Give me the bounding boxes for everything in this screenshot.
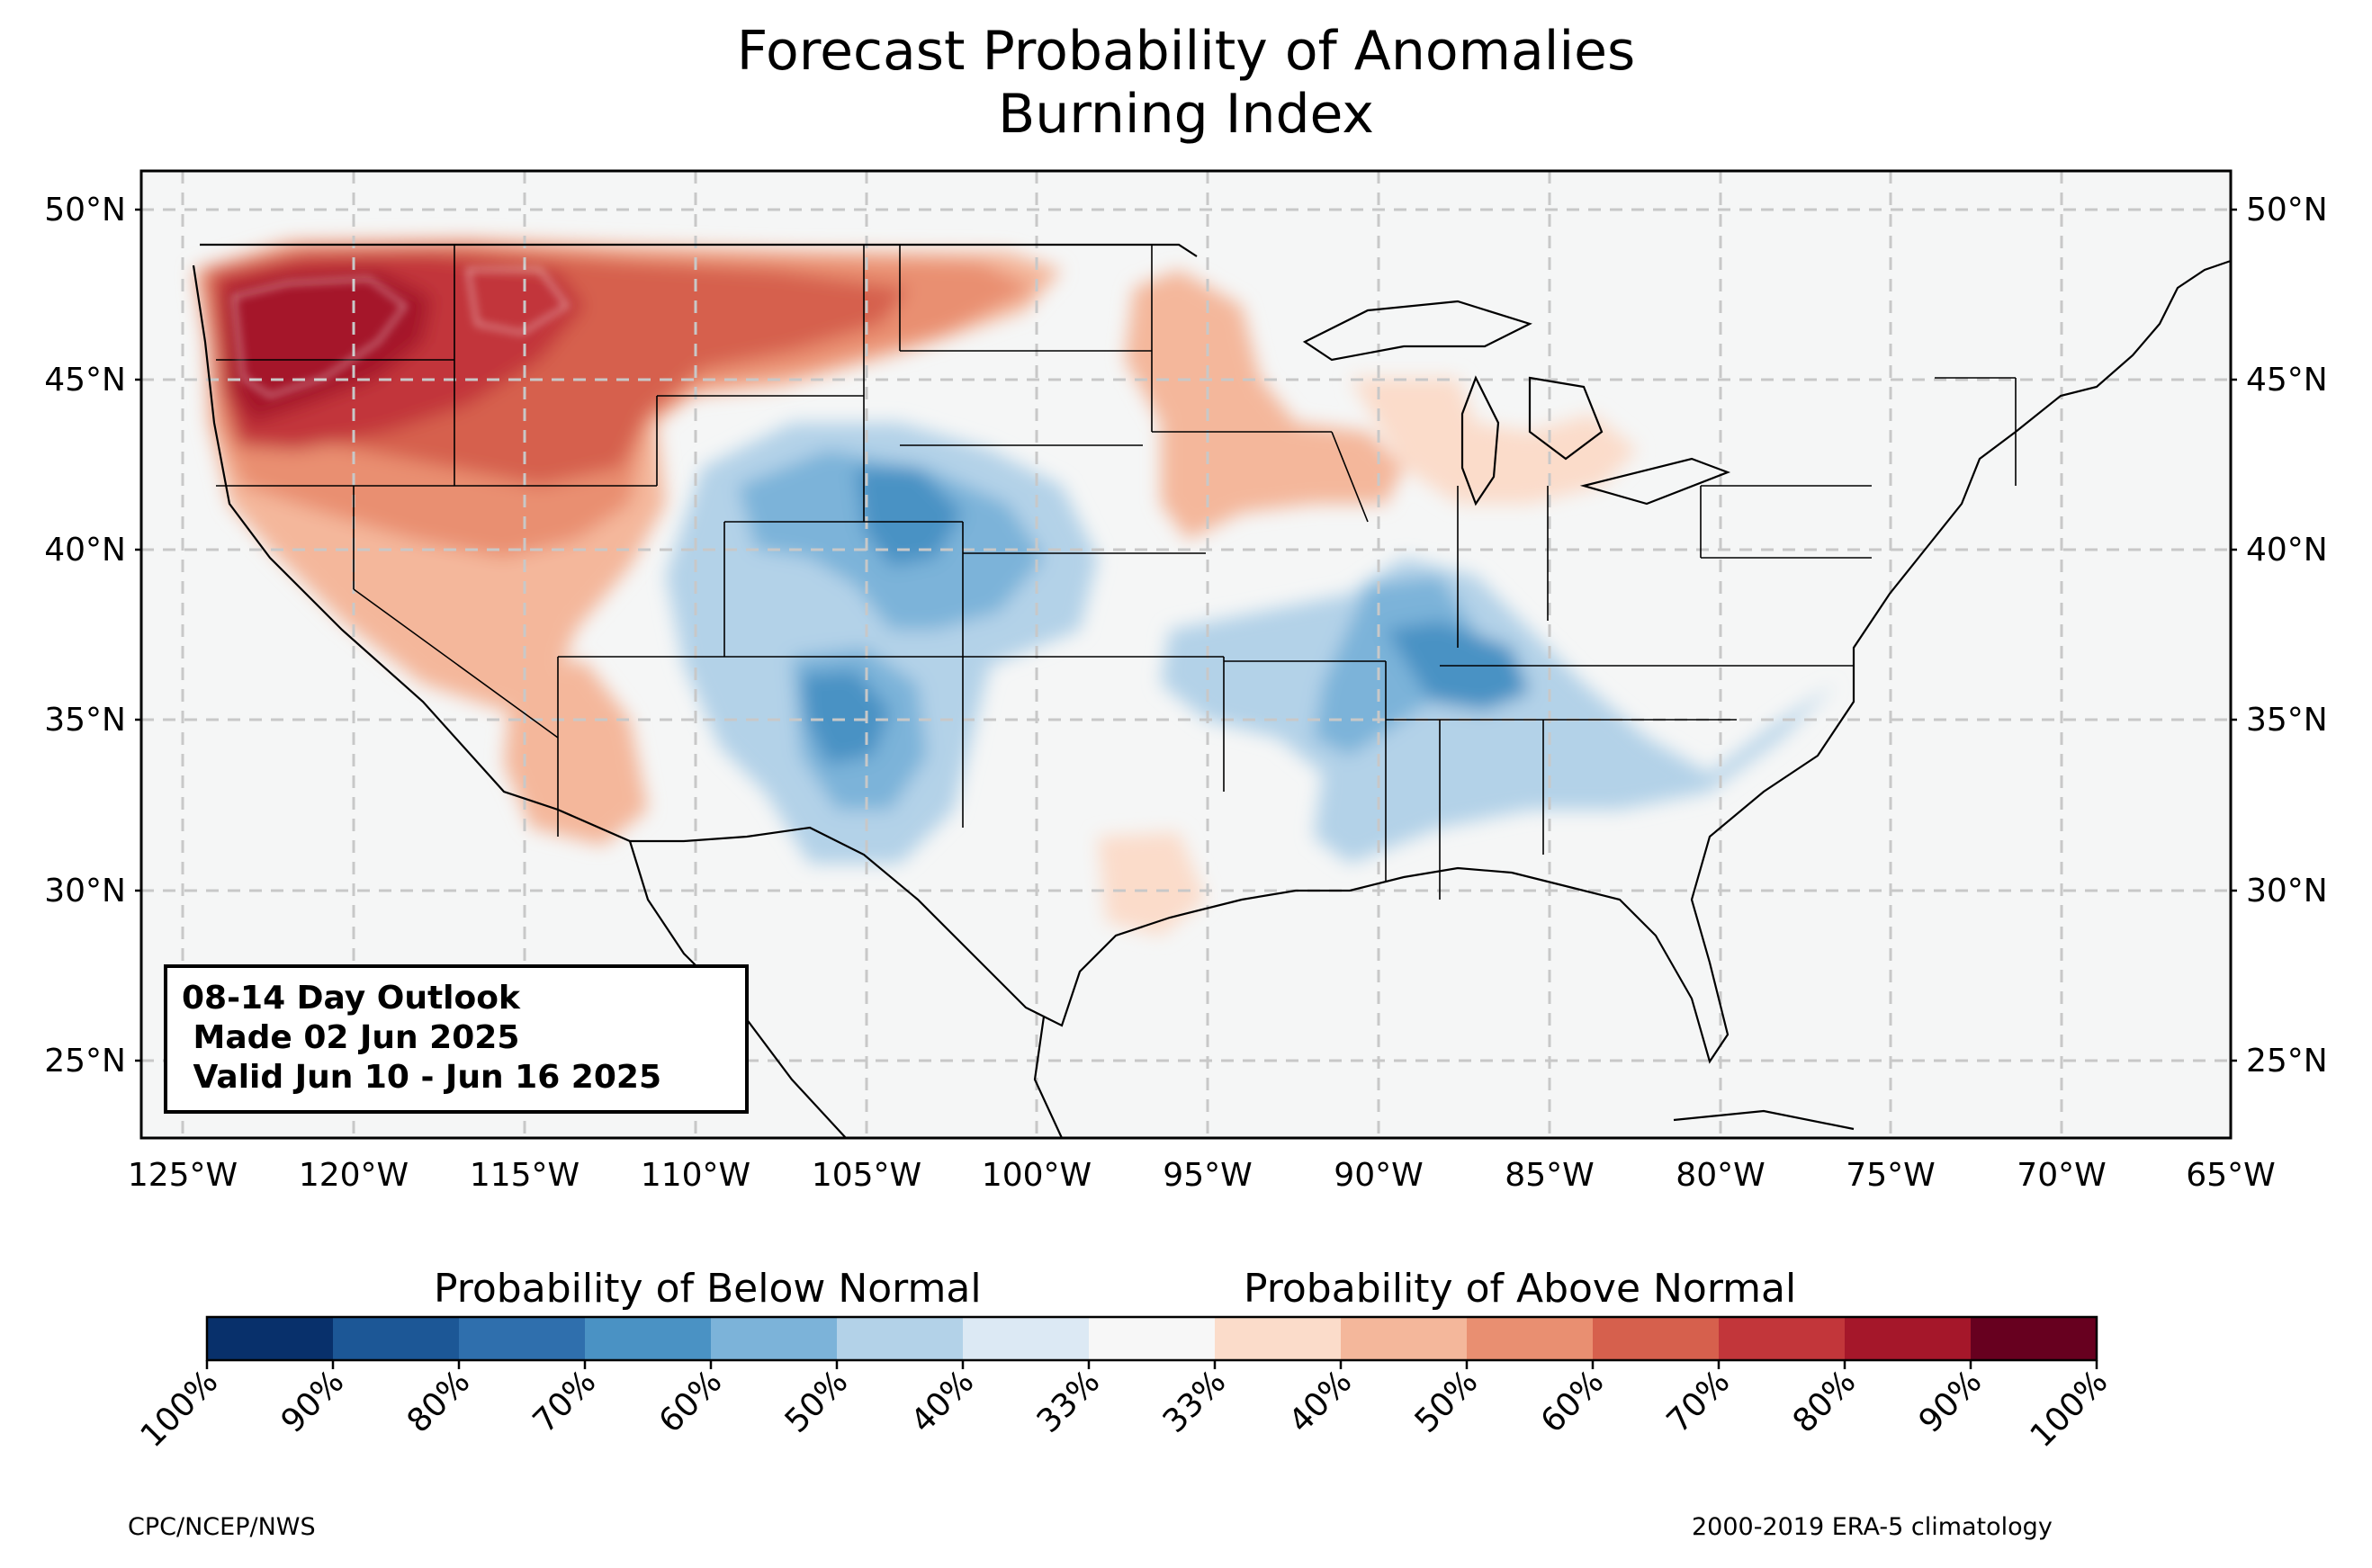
lat-label-45-right: 45°N: [2246, 362, 2328, 399]
lat-label-40-right: 40°N: [2246, 532, 2328, 569]
colorbar-tick-label: 40%: [1282, 1363, 1360, 1440]
colorbar-ticks: 100% 90% 80% 70% 60% 50% 40% 33% 33% 40% 50% 60% 70%…: [134, 1360, 2116, 1455]
colorbar-segment: [711, 1317, 838, 1360]
lon-label-75: 75°W: [1846, 1157, 1935, 1194]
colorbar-above-label: Probability of Above Normal: [1244, 1266, 1797, 1312]
lon-label-65: 65°W: [2186, 1157, 2275, 1194]
colorbar-segment: [1971, 1317, 2098, 1360]
lat-label-40: 40°N: [44, 532, 126, 569]
colorbar-tick-label: 100%: [2024, 1363, 2116, 1455]
above-normal-regions: [193, 238, 1638, 936]
footer-climatology: 2000-2019 ERA-5 climatology: [1692, 1513, 2053, 1541]
lon-label-125: 125°W: [128, 1157, 238, 1194]
lat-label-30: 30°N: [44, 873, 126, 909]
colorbar-segment: [1719, 1317, 1846, 1360]
map-frame: [139, 169, 2233, 1140]
colorbar-segment: [1845, 1317, 1972, 1360]
colorbar-tick-label: 33%: [1156, 1363, 1234, 1440]
colorbar-tick-label: 100%: [134, 1363, 226, 1455]
lat-labels-left: 25°N 30°N 35°N 40°N 45°N 50°N: [44, 192, 126, 1080]
cuba: [1673, 1109, 1855, 1131]
great-lakes-michigan: [1460, 375, 1500, 506]
colorbar-below-label: Probability of Below Normal: [434, 1266, 982, 1312]
colorbar-tick-label: 70%: [1660, 1363, 1738, 1440]
lat-labels-right: 25°N 30°N 35°N 40°N 45°N 50°N: [2246, 192, 2328, 1080]
lon-label-80: 80°W: [1676, 1157, 1765, 1194]
canada-border: [200, 243, 1198, 257]
lon-label-70: 70°W: [2017, 1157, 2106, 1194]
outlook-info-box: 08-14 Day Outlook Made 02 Jun 2025 Valid…: [164, 964, 749, 1114]
lon-label-90: 90°W: [1334, 1157, 1423, 1194]
colorbar-tick-label: 80%: [1786, 1363, 1864, 1440]
colorbar-segment: [1467, 1317, 1594, 1360]
great-lakes-erie: [1579, 457, 1731, 506]
colorbar-tick-label: 90%: [274, 1363, 352, 1440]
colorbar-segment: [333, 1317, 460, 1360]
colorbar-tick-label: 40%: [904, 1363, 982, 1440]
colorbar-tick-label: 70%: [526, 1363, 604, 1440]
colorbar-tick-label: 90%: [1912, 1363, 1990, 1440]
below-region-colorado-core: [855, 468, 963, 567]
below-region-new-mexico-core: [801, 670, 891, 765]
footer-source: CPC/NCEP/NWS: [128, 1513, 316, 1541]
lat-label-25: 25°N: [44, 1043, 126, 1080]
lon-label-115: 115°W: [470, 1157, 580, 1194]
colorbar-segment: [459, 1317, 586, 1360]
lon-label-85: 85°W: [1505, 1157, 1594, 1194]
lat-label-30-right: 30°N: [2246, 873, 2328, 909]
graticule: [141, 171, 2231, 1138]
colorbar-tick-label: 60%: [1534, 1363, 1612, 1440]
lat-label-45: 45°N: [44, 362, 126, 399]
map-title-line1: Forecast Probability of Anomalies: [736, 20, 1636, 83]
colorbar-segment: [837, 1317, 964, 1360]
lon-label-120: 120°W: [299, 1157, 409, 1194]
colorbar-frame: [205, 1315, 2098, 1362]
great-lakes-superior: [1302, 300, 1532, 362]
outlook-valid-range: Valid Jun 10 - Jun 16 2025: [182, 1059, 662, 1096]
lon-labels: 125°W 120°W 115°W 110°W 105°W 100°W 95°W…: [128, 1157, 2276, 1194]
contour-lines: [232, 269, 569, 398]
lon-label-105: 105°W: [812, 1157, 921, 1194]
mexico-gulf-coast: [1033, 1016, 1063, 1138]
colorbar-segment: [585, 1317, 712, 1360]
colorbar-tick-label: 50%: [1408, 1363, 1486, 1440]
colorbar: [207, 1317, 2098, 1360]
above-region-dakotas: [1125, 270, 1404, 540]
colorbar-tick-label: 50%: [778, 1363, 856, 1440]
below-normal-regions: [666, 423, 1836, 864]
outlook-made-date: Made 02 Jun 2025: [182, 1019, 520, 1056]
colorbar-segment: [1215, 1317, 1342, 1360]
lat-label-50-right: 50°N: [2246, 192, 2328, 228]
great-lakes-huron: [1528, 376, 1604, 461]
map-title-line2: Burning Index: [998, 83, 1374, 146]
above-region-arizona-light: [504, 661, 648, 846]
colorbar-segment: [1341, 1317, 1468, 1360]
above-region-core-darkest: [225, 270, 432, 423]
lat-label-50: 50°N: [44, 192, 126, 228]
lat-label-25-right: 25°N: [2246, 1043, 2328, 1080]
colorbar-segment: [207, 1317, 334, 1360]
lat-label-35-right: 35°N: [2246, 702, 2328, 739]
axis-ticks: [135, 208, 2237, 1062]
above-region-texas-light: [1098, 832, 1206, 936]
colorbar-tick-label: 33%: [1030, 1363, 1108, 1440]
coastlines: [192, 243, 2231, 1138]
colorbar-segment: [1089, 1317, 1216, 1360]
colorbar-segment: [963, 1317, 1090, 1360]
colorbar-tick-label: 60%: [652, 1363, 730, 1440]
state-borders: [216, 245, 2017, 900]
lon-label-100: 100°W: [982, 1157, 1092, 1194]
below-region-tennessee: [1314, 576, 1476, 756]
lon-label-110: 110°W: [641, 1157, 750, 1194]
outlook-period: 08-14 Day Outlook: [182, 980, 520, 1017]
lon-label-95: 95°W: [1163, 1157, 1252, 1194]
us-coastline: [192, 259, 2231, 1064]
colorbar-segment: [1593, 1317, 1720, 1360]
above-region-midwest: [1350, 378, 1638, 504]
lat-label-35: 35°N: [44, 702, 126, 739]
below-region-southeast-light: [1161, 558, 1836, 864]
colorbar-tick-label: 80%: [400, 1363, 478, 1440]
